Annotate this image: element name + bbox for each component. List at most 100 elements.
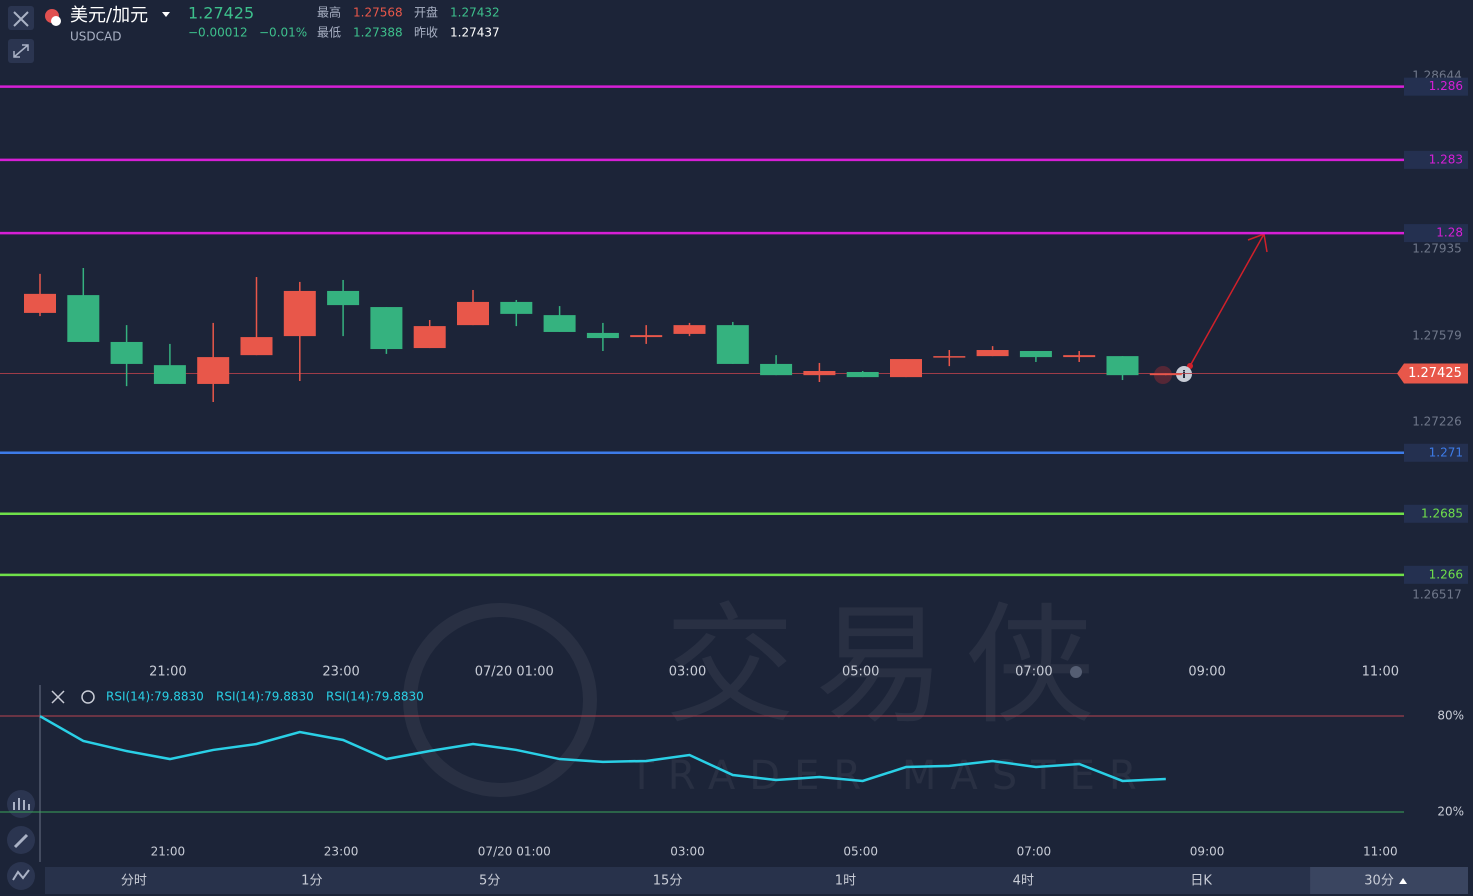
- y-tick-label: 80%: [1437, 709, 1464, 723]
- close-icon: [13, 11, 29, 27]
- candle-body: [890, 359, 922, 378]
- watermark-en: TRADER MASTER: [628, 753, 1150, 799]
- y-tick-label: 1.27226: [1412, 415, 1462, 429]
- last-price-tag: 1.27425: [1408, 366, 1462, 381]
- candle-body: [24, 293, 56, 313]
- tool-icon: [13, 833, 29, 849]
- x-tick-label: 07/20 01:00: [478, 845, 551, 859]
- stat-value: 1.27437: [450, 26, 500, 40]
- candle-body: [67, 295, 100, 342]
- timeframe[interactable]: 5分: [479, 874, 500, 889]
- level-tag: 1.283: [1429, 152, 1463, 166]
- stat-label: 最高: [317, 5, 341, 20]
- timeframe[interactable]: 日K: [1190, 874, 1212, 889]
- timeframe[interactable]: 分时: [121, 874, 147, 889]
- timeframes: 分时 1分 5分 15分 1时 4时 日K 30分: [121, 867, 1468, 894]
- candle-body: [110, 341, 143, 364]
- change: −0.00012: [188, 26, 248, 40]
- x-tick-label: 09:00: [1188, 665, 1225, 680]
- candle-body: [327, 290, 360, 306]
- y-tick-label: 1.26517: [1412, 588, 1462, 602]
- x-tick-label: 11:00: [1363, 845, 1398, 859]
- legend-label: RSI(14):79.8830: [106, 690, 204, 704]
- legend-label: RSI(14):79.8830: [216, 690, 314, 704]
- level-tag-bg: [1404, 504, 1468, 523]
- candle-body: [630, 335, 663, 338]
- level-tag: 1.266: [1429, 567, 1463, 581]
- candle-body: [457, 301, 489, 326]
- x-tick-label: 05:00: [842, 665, 879, 680]
- x-tick-label: 07/20 01:00: [475, 665, 554, 680]
- candle-body: [1106, 356, 1139, 376]
- stat-value: 1.27388: [353, 26, 403, 40]
- y-tick-label: 1.27935: [1412, 241, 1462, 255]
- tool-icon: [13, 798, 30, 810]
- x-tick-label: 21:00: [151, 845, 186, 859]
- level-tag: 1.28: [1436, 226, 1463, 240]
- candle-body: [716, 325, 749, 364]
- level-tag-bg: [1404, 565, 1468, 584]
- candle-body: [240, 337, 273, 356]
- logo-ring: [403, 603, 597, 797]
- x-tick-label: 23:00: [324, 845, 359, 859]
- timeframe-bar: [45, 867, 1468, 894]
- y-tick-label: 20%: [1437, 805, 1464, 819]
- shrink-icon: [13, 44, 29, 58]
- timeframe[interactable]: 15分: [653, 874, 683, 889]
- timeframe[interactable]: 30分: [1364, 874, 1394, 889]
- y-tick-label: 1.27579: [1412, 328, 1462, 342]
- x-tick-label: 03:00: [669, 665, 706, 680]
- tool-button[interactable]: [7, 790, 35, 818]
- rsi-close[interactable]: [51, 690, 65, 704]
- level-tag-bg: [1404, 77, 1468, 96]
- level-tag: 1.286: [1429, 79, 1463, 93]
- candle-body: [153, 365, 186, 384]
- x-tick-label: 03:00: [670, 845, 705, 859]
- x-tick-label: 07:00: [1017, 845, 1052, 859]
- candle-body: [846, 371, 879, 378]
- candle-body: [197, 357, 230, 384]
- scroll-dot[interactable]: [1070, 666, 1082, 678]
- timeframe[interactable]: 1时: [835, 874, 856, 889]
- candle-body: [370, 307, 403, 350]
- symbol-code: USDCAD: [70, 30, 121, 44]
- candle-body: [1149, 373, 1182, 376]
- info-glyph: i: [1182, 368, 1186, 381]
- level-tag-bg: [1404, 150, 1468, 169]
- x-tick-label: 05:00: [843, 845, 878, 859]
- flag: [51, 16, 61, 26]
- candle-body: [976, 350, 1009, 357]
- symbol-name[interactable]: 美元/加元: [70, 5, 148, 26]
- candle-body: [803, 371, 836, 376]
- timeframe-selected: [1310, 867, 1468, 894]
- level-tag-bg: [1404, 443, 1468, 462]
- level-tag: 1.271: [1429, 445, 1463, 459]
- last-price-tag-bg: [1397, 363, 1468, 384]
- watermark-logo: [403, 603, 597, 797]
- stat-value: 1.27432: [450, 6, 500, 20]
- candle-body: [413, 326, 446, 349]
- candle-body: [543, 315, 576, 332]
- stat-value: 1.27568: [353, 6, 403, 20]
- dropdown-arrow[interactable]: [1399, 878, 1408, 884]
- candle-body: [1063, 355, 1096, 358]
- rsi-settings[interactable]: [81, 690, 95, 704]
- x-tick-label: 21:00: [149, 665, 186, 680]
- candle-body: [673, 325, 706, 334]
- symbol-dropdown[interactable]: [162, 12, 170, 17]
- stat-label: 昨收: [414, 26, 438, 40]
- x-tick-label: 23:00: [322, 665, 359, 680]
- change-pct: −0.01%: [259, 26, 307, 40]
- timeframe[interactable]: 1分: [301, 874, 322, 889]
- x-tick-label: 07:00: [1015, 665, 1052, 680]
- timeframe[interactable]: 4时: [1013, 874, 1034, 889]
- price: 1.27425: [188, 4, 254, 23]
- candle-body: [933, 356, 966, 358]
- legend-label: RSI(14):79.8830: [326, 690, 424, 704]
- candle-body: [1019, 350, 1052, 358]
- tool-icon: [12, 869, 30, 881]
- info-icon[interactable]: [1176, 366, 1192, 382]
- x-tick-label: 11:00: [1362, 665, 1399, 680]
